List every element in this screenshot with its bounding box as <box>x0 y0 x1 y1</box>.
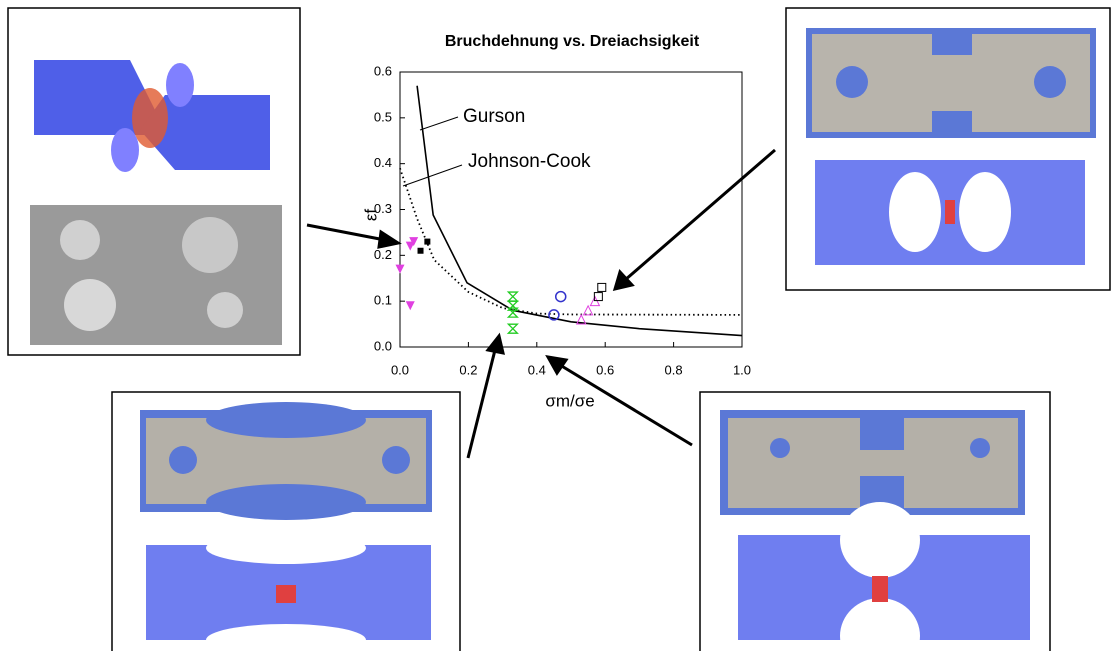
x-tick-label: 0.0 <box>391 362 409 377</box>
series-line <box>399 167 743 316</box>
y-axis-label: εf <box>361 209 380 222</box>
marker <box>405 241 415 251</box>
marker <box>417 247 424 254</box>
x-tick-label: 0.4 <box>528 362 546 377</box>
chart-title: Bruchdehnung vs. Dreiachsigkeit <box>445 33 700 50</box>
annotation-leader <box>402 164 463 187</box>
marker <box>424 238 431 245</box>
y-tick-label: 0.3 <box>374 201 392 216</box>
marker <box>582 304 594 316</box>
image-panel-bottom-right <box>699 391 1051 651</box>
y-tick-label: 0.1 <box>374 293 392 308</box>
x-axis-label: σm/σe <box>545 391 594 410</box>
marker <box>405 301 415 311</box>
marker <box>506 300 519 311</box>
image-panel-top-left <box>7 7 301 356</box>
y-tick-label: 0.5 <box>374 109 392 124</box>
image-panel-bottom-left <box>111 391 461 651</box>
marker <box>593 292 603 302</box>
marker <box>506 291 519 302</box>
marker <box>506 307 519 318</box>
x-tick-label: 0.8 <box>665 362 683 377</box>
annotation: Gurson <box>463 106 525 127</box>
y-tick-label: 0.4 <box>374 155 392 170</box>
plot-frame <box>399 71 743 348</box>
marker <box>575 313 587 325</box>
x-tick-label: 1.0 <box>733 362 751 377</box>
marker <box>548 309 560 321</box>
x-tick-label: 0.2 <box>459 362 477 377</box>
arrows <box>306 148 776 459</box>
x-tick-label: 0.6 <box>596 362 614 377</box>
annotation: Johnson-Cook <box>468 151 591 172</box>
y-tick-label: 0.6 <box>374 63 392 78</box>
marker <box>554 290 567 303</box>
marker <box>409 237 419 247</box>
marker <box>506 323 519 334</box>
annotation-leader <box>419 116 459 131</box>
y-tick-label: 0.2 <box>374 247 392 262</box>
marker <box>395 264 405 274</box>
y-tick-label: 0.0 <box>374 338 392 353</box>
image-panel-top-right <box>785 7 1111 291</box>
marker <box>597 282 607 292</box>
marker <box>589 295 601 307</box>
